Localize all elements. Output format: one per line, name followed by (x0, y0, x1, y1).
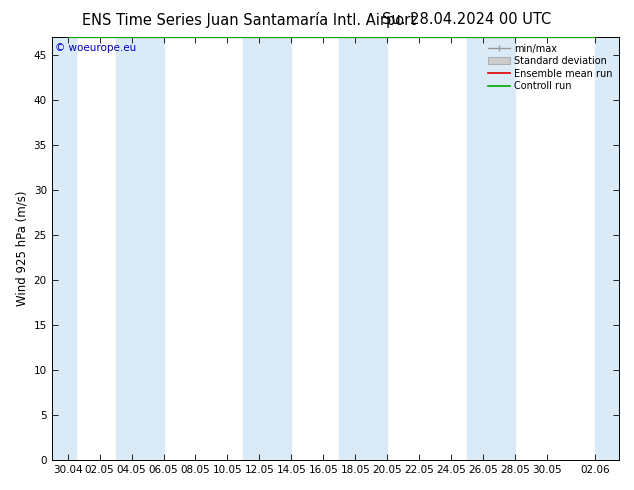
Text: Su. 28.04.2024 00 UTC: Su. 28.04.2024 00 UTC (382, 12, 552, 27)
Text: ENS Time Series Juan Santamaría Intl. Airport: ENS Time Series Juan Santamaría Intl. Ai… (82, 12, 417, 28)
Bar (115, 37, 164, 460)
Bar (243, 37, 292, 460)
Bar (28, 37, 75, 460)
Legend: min/max, Standard deviation, Ensemble mean run, Controll run: min/max, Standard deviation, Ensemble me… (486, 42, 614, 93)
Text: © woeurope.eu: © woeurope.eu (55, 44, 136, 53)
Bar (595, 37, 634, 460)
Bar (467, 37, 515, 460)
Y-axis label: Wind 925 hPa (m/s): Wind 925 hPa (m/s) (15, 191, 28, 306)
Bar (339, 37, 387, 460)
